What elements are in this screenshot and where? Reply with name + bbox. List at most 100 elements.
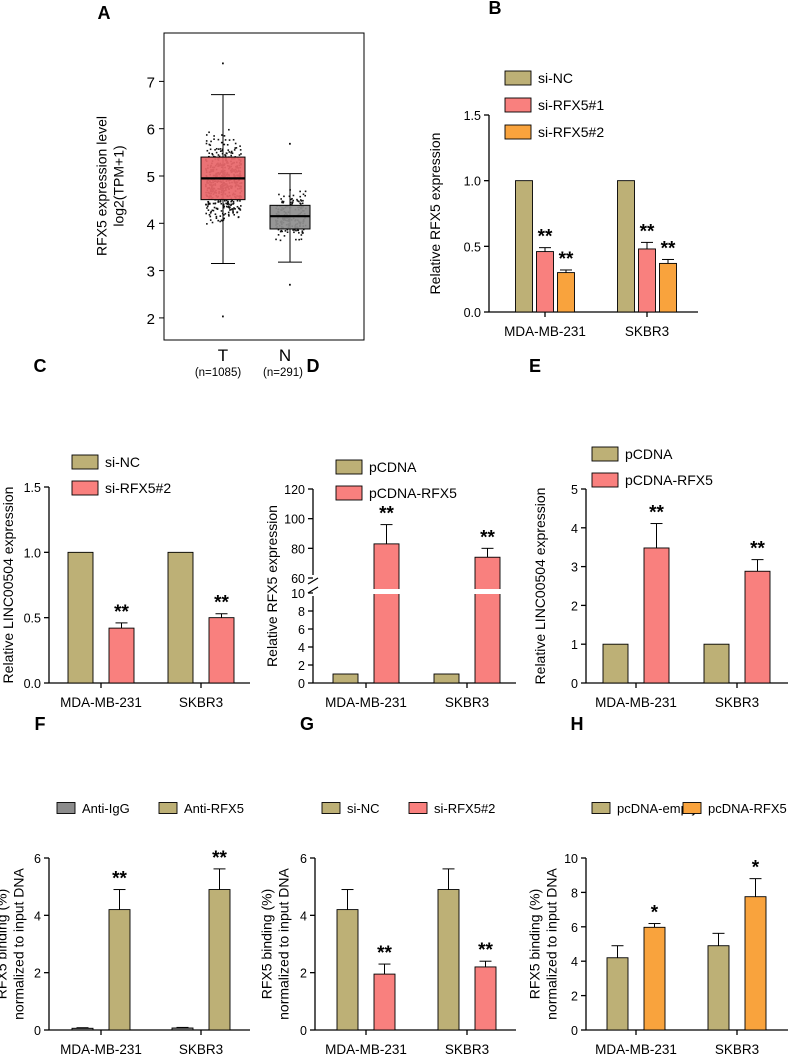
bar	[606, 957, 629, 1031]
data-point	[217, 219, 220, 222]
data-point	[282, 200, 285, 203]
data-point	[218, 155, 221, 158]
data-point	[215, 217, 218, 220]
data-point	[227, 149, 230, 151]
y-tick-label: 2	[571, 599, 578, 613]
data-point	[221, 149, 224, 152]
y-tick-label: 4	[34, 909, 41, 923]
data-point	[291, 201, 294, 204]
significance-mark: **	[750, 539, 765, 560]
data-point	[213, 206, 216, 209]
data-point	[228, 139, 231, 141]
data-point	[295, 238, 297, 241]
data-point	[213, 135, 215, 137]
data-point	[232, 209, 234, 211]
y-axis-label: RFX5 binding (%)	[0, 889, 10, 1000]
y-tick-label: 6	[298, 623, 305, 637]
y-tick-label: 1.0	[464, 175, 481, 189]
significance-mark: *	[752, 858, 760, 879]
data-point	[293, 231, 295, 234]
data-point	[304, 194, 307, 197]
y-tick-label: 4	[571, 522, 578, 536]
y-axis-label: RFX5 binding (%)	[259, 889, 275, 1000]
data-point	[275, 238, 277, 241]
y-axis-label-group: RFX5 binding (%) normalized to input DNA	[259, 867, 292, 1019]
data-point	[300, 199, 302, 201]
bar	[474, 556, 501, 684]
data-point	[207, 201, 210, 203]
legend-swatch	[71, 480, 99, 496]
legend-swatch	[158, 802, 178, 814]
data-point	[298, 200, 300, 203]
significance-mark: **	[559, 249, 574, 270]
y-axis-label: normalized to input DNA	[276, 867, 292, 1019]
data-point	[229, 209, 231, 211]
category-label: SKBR3	[445, 1042, 489, 1057]
data-point	[224, 199, 226, 202]
data-point	[209, 144, 212, 147]
legend-swatch	[335, 485, 363, 501]
y-tick-label: 5	[571, 483, 578, 497]
category-label: MDA-MB-231	[595, 1042, 677, 1057]
data-point	[208, 143, 211, 146]
y-axis-label: Relative RFX5 expression	[427, 133, 443, 295]
legend-label: pCDNA	[369, 459, 417, 475]
y-tick-label: 1.5	[24, 481, 41, 495]
y-tick-label: 8	[298, 605, 305, 619]
bar-break-gap	[373, 589, 400, 594]
data-point	[239, 200, 241, 202]
y-tick-label: 0	[571, 677, 578, 691]
data-point	[293, 229, 296, 231]
data-point	[298, 232, 300, 234]
data-point	[210, 140, 212, 143]
data-point	[283, 235, 286, 237]
data-point	[230, 154, 233, 157]
data-point	[227, 206, 230, 208]
data-point	[304, 190, 307, 193]
data-point	[288, 195, 291, 198]
data-point	[300, 238, 303, 241]
group-label: N	[279, 346, 291, 365]
data-point	[217, 148, 220, 150]
y-tick-label: 0.0	[24, 677, 41, 691]
panel-label-A: A	[98, 3, 111, 23]
data-point	[224, 154, 226, 156]
legend-label: si-NC	[105, 454, 140, 470]
data-point	[209, 215, 212, 218]
data-point	[219, 215, 222, 217]
data-point	[231, 208, 234, 210]
data-point	[209, 212, 212, 214]
significance-mark: **	[114, 602, 129, 623]
axis-break-mark	[307, 577, 319, 585]
bar	[336, 909, 359, 1031]
data-point	[286, 231, 289, 234]
category-label: MDA-MB-231	[60, 1042, 142, 1057]
data-point	[212, 202, 215, 205]
box-group-N	[269, 142, 311, 286]
data-point	[215, 215, 218, 218]
data-point	[208, 152, 211, 155]
legend-swatch	[682, 802, 702, 814]
data-point	[224, 212, 227, 215]
y-axis-label-group: Relative RFX5 expression	[264, 505, 280, 667]
data-point	[230, 200, 232, 203]
data-point	[205, 134, 208, 136]
data-point	[222, 206, 225, 209]
y-axis-label: normalized to input DNA	[11, 867, 27, 1019]
bar	[474, 966, 497, 1031]
data-point	[286, 228, 289, 231]
significance-mark: **	[661, 238, 676, 259]
legend-swatch	[591, 802, 611, 814]
bar	[638, 248, 656, 313]
legend-label: si-RFX5#2	[434, 801, 495, 816]
y-tick-label: 0.5	[464, 240, 481, 254]
data-point	[215, 147, 218, 150]
data-point	[231, 199, 233, 202]
data-point	[206, 207, 208, 209]
data-point	[207, 203, 210, 206]
category-label: MDA-MB-231	[325, 1042, 407, 1057]
data-point	[225, 202, 227, 205]
y-tick-label: 6	[147, 122, 155, 139]
data-point	[233, 149, 236, 151]
panel-label-H: H	[571, 714, 584, 734]
